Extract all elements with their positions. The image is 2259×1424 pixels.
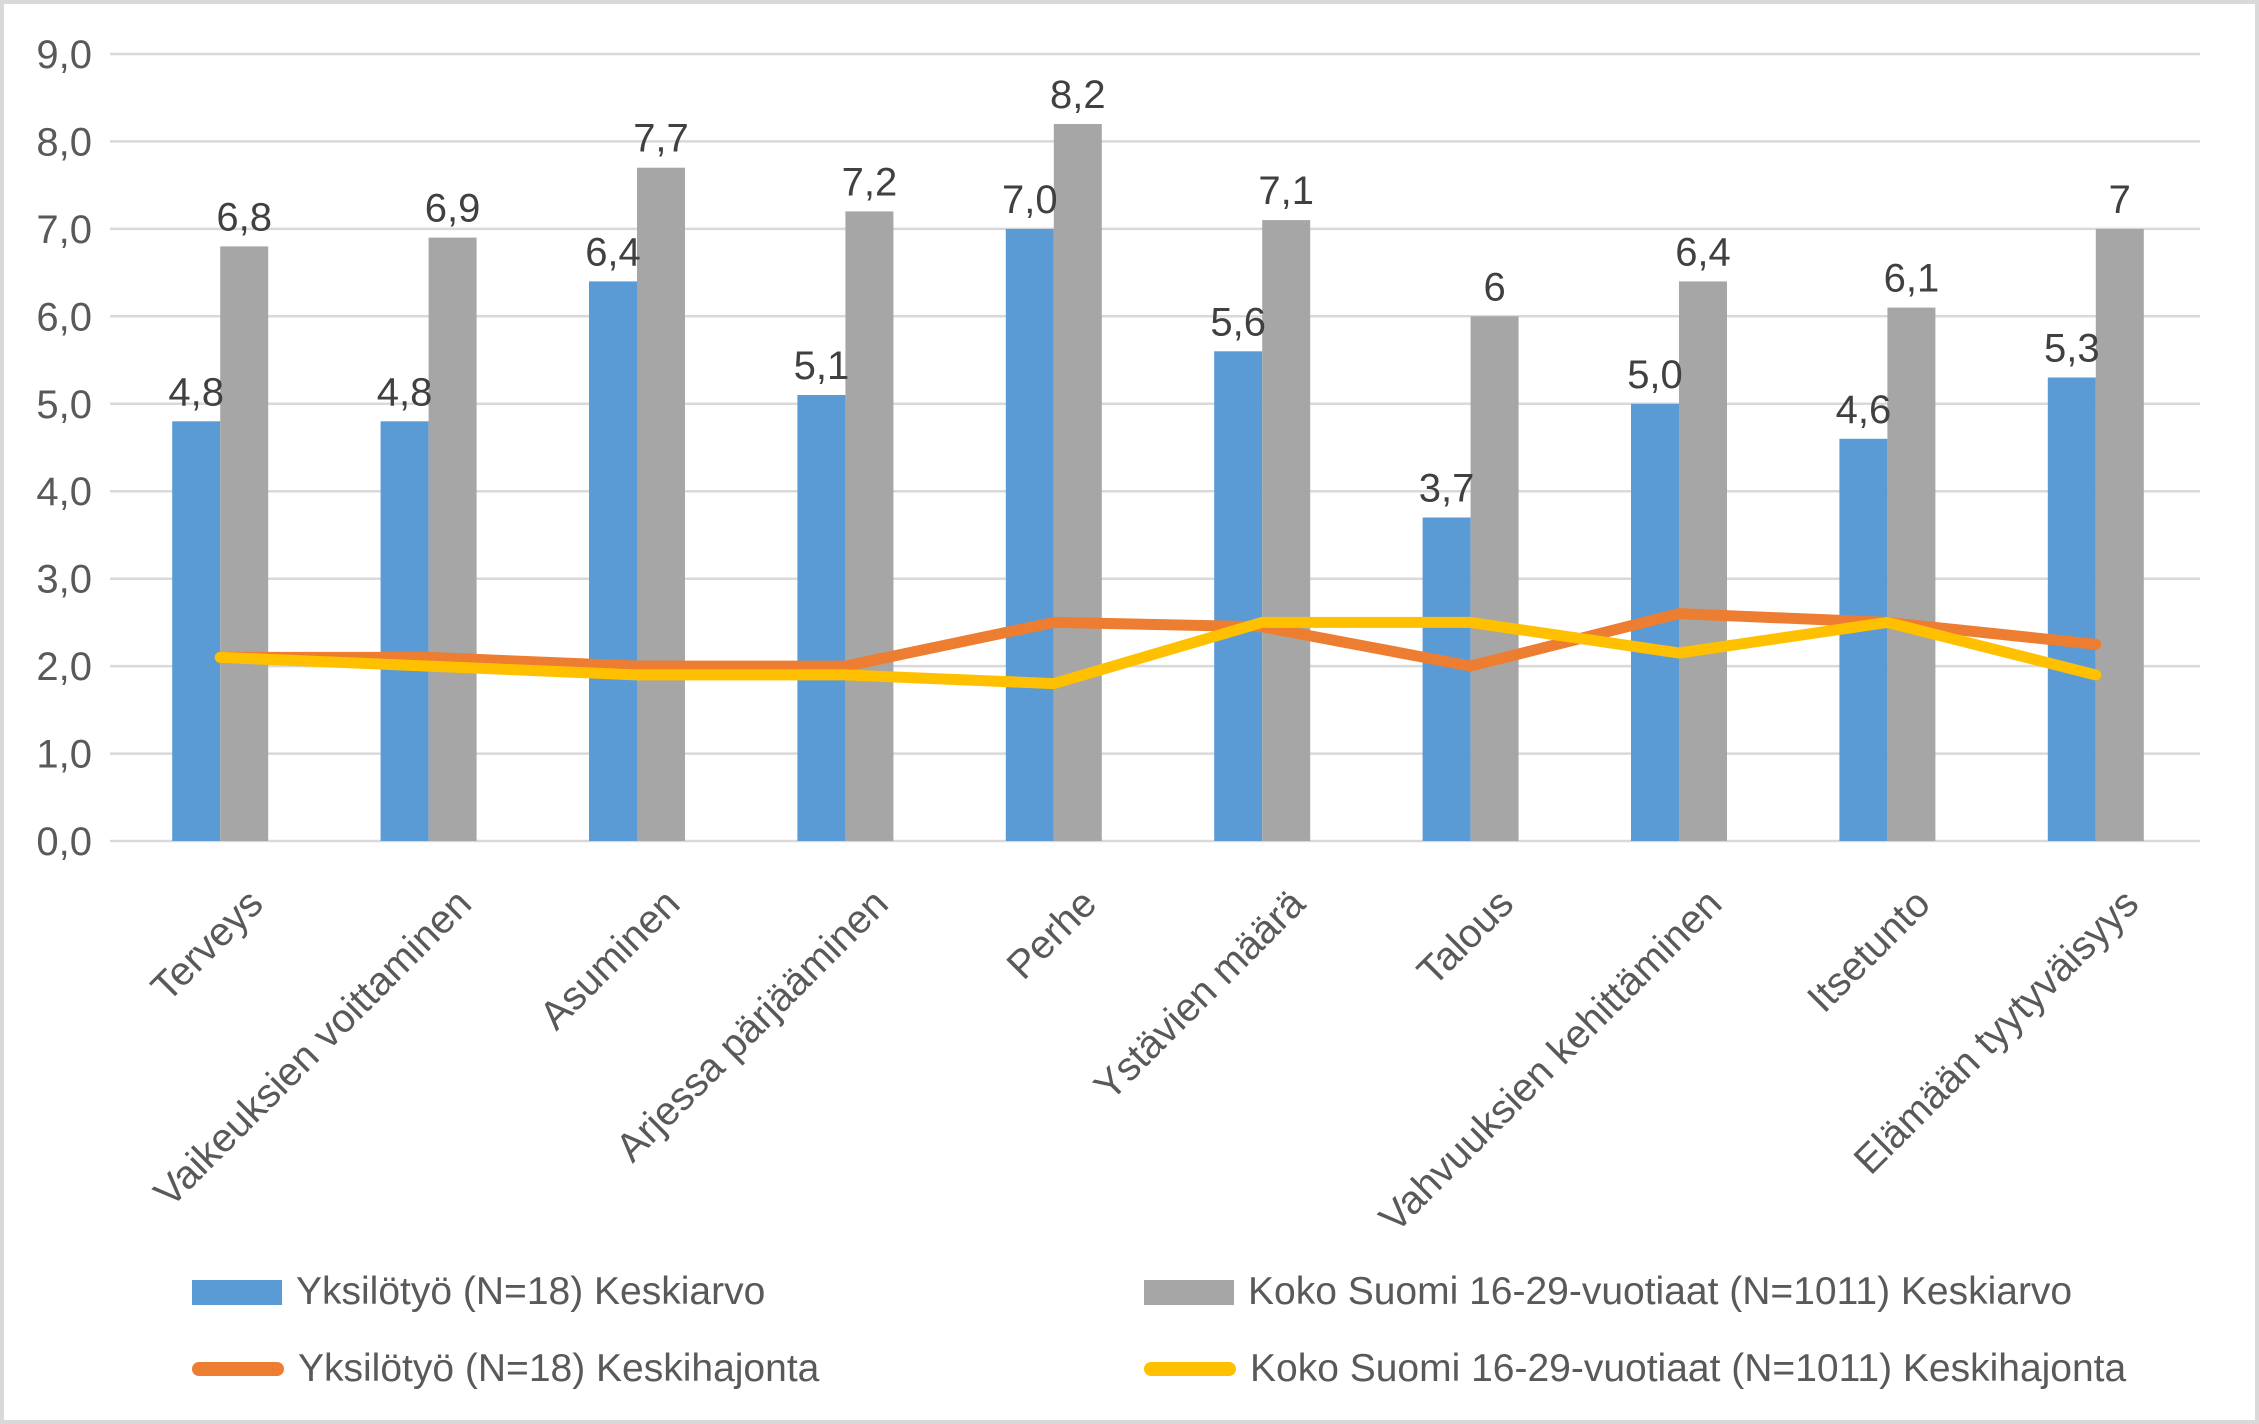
value-label: 7 [2109,178,2131,222]
bar-series1 [1422,517,1471,841]
bar-series2 [1470,316,1519,841]
legend-item-yksilotyo-keskiarvo: Yksilötyö (N=18) Keskiarvo [192,1269,765,1315]
legend-item-kokosuomi-keskiarvo: Koko Suomi 16-29-vuotiaat (N=1011) Keski… [1144,1269,2072,1315]
bar-series1 [1214,351,1263,841]
legend-label-kokosuomi-keskihajonta: Koko Suomi 16-29-vuotiaat (N=1011) Keski… [1250,1347,2127,1390]
legend-item-kokosuomi-keskihajonta: Koko Suomi 16-29-vuotiaat (N=1011) Keski… [1144,1346,2126,1392]
y-axis-tick-label: 0,0 [36,820,92,864]
y-axis-tick-label: 2,0 [36,645,92,689]
value-label: 7,7 [633,117,689,161]
bar-series2 [845,211,894,841]
bar-series1 [1005,228,1054,841]
value-label: 3,7 [1419,467,1475,511]
bar-series2 [1679,281,1727,841]
value-label: 4,8 [168,370,224,414]
y-axis-tick-label: 6,0 [36,295,92,339]
category-label: Vahvuuksien kehittäminen [1371,881,1730,1240]
bar-series1 [589,281,637,841]
category-label: Talous [1409,881,1522,994]
bar-series2 [1262,220,1311,842]
value-label: 8,2 [1050,73,1106,117]
bar-series1 [2047,377,2096,841]
legend-swatch-gray-bar-icon [1144,1279,1234,1305]
value-label: 4,6 [1836,388,1892,432]
combo-chart: 4,8 4,8 6,4 5,1 7,0 5,6 3,7 5,0 4,6 5,3 6,8 6,9 7,7 7… [36,33,2200,1240]
bar-series1 [172,421,221,841]
legend-swatch-yellow-line-icon [1144,1362,1236,1376]
category-label: Asuminen [531,881,688,1038]
bar-series1 [380,421,429,841]
bar-series1 [797,395,846,841]
value-label: 6,1 [1884,257,1940,301]
category-label: Itsetunto [1799,881,1939,1021]
bar-series1 [1839,438,1888,841]
value-label: 5,3 [2044,327,2100,371]
value-label: 7,2 [842,160,898,204]
y-axis-tick-label: 8,0 [36,120,92,164]
bar-series2 [637,167,685,841]
legend-swatch-orange-line-icon [192,1362,284,1376]
category-label: Perhe [999,881,1106,988]
value-label: 6 [1483,265,1505,309]
bar-series2 [2095,228,2144,841]
legend-label-kokosuomi-keskiarvo: Koko Suomi 16-29-vuotiaat (N=1011) Keski… [1248,1270,2073,1313]
bar-series2 [1053,124,1102,841]
y-axis-tick-label: 9,0 [36,33,92,77]
bar-series2 [428,237,477,842]
value-label: 5,1 [794,344,850,388]
category-label: Terveys [143,881,272,1010]
value-label: 6,4 [1675,230,1731,274]
bar-series2 [220,246,269,841]
value-label: 5,6 [1210,300,1266,344]
legend-label-yksilotyo-keskihajonta: Yksilötyö (N=18) Keskihajonta [298,1347,820,1390]
y-axis-tick-label: 3,0 [36,558,92,602]
legend-swatch-blue-bar-icon [192,1279,282,1305]
legend-label-yksilotyo-keskiarvo: Yksilötyö (N=18) Keskiarvo [296,1270,766,1313]
category-label: Ystävien määrä [1086,881,1314,1109]
y-axis-tick-label: 1,0 [36,733,92,777]
value-label: 6,9 [425,187,481,231]
std-line-series2 [214,616,2102,690]
value-label: 4,8 [377,370,433,414]
value-label: 7,0 [1002,178,1058,222]
y-axis-tick-label: 7,0 [36,208,92,252]
bar-series2 [1887,307,1936,842]
value-label: 7,1 [1258,169,1314,213]
value-label: 5,0 [1627,353,1683,397]
value-label: 6,8 [216,195,272,239]
value-label: 6,4 [585,230,641,274]
std-line-series1 [214,608,2102,672]
y-axis-tick-label: 4,0 [36,470,92,514]
legend-item-yksilotyo-keskihajonta: Yksilötyö (N=18) Keskihajonta [192,1346,819,1392]
y-axis-tick-label: 5,0 [36,383,92,427]
